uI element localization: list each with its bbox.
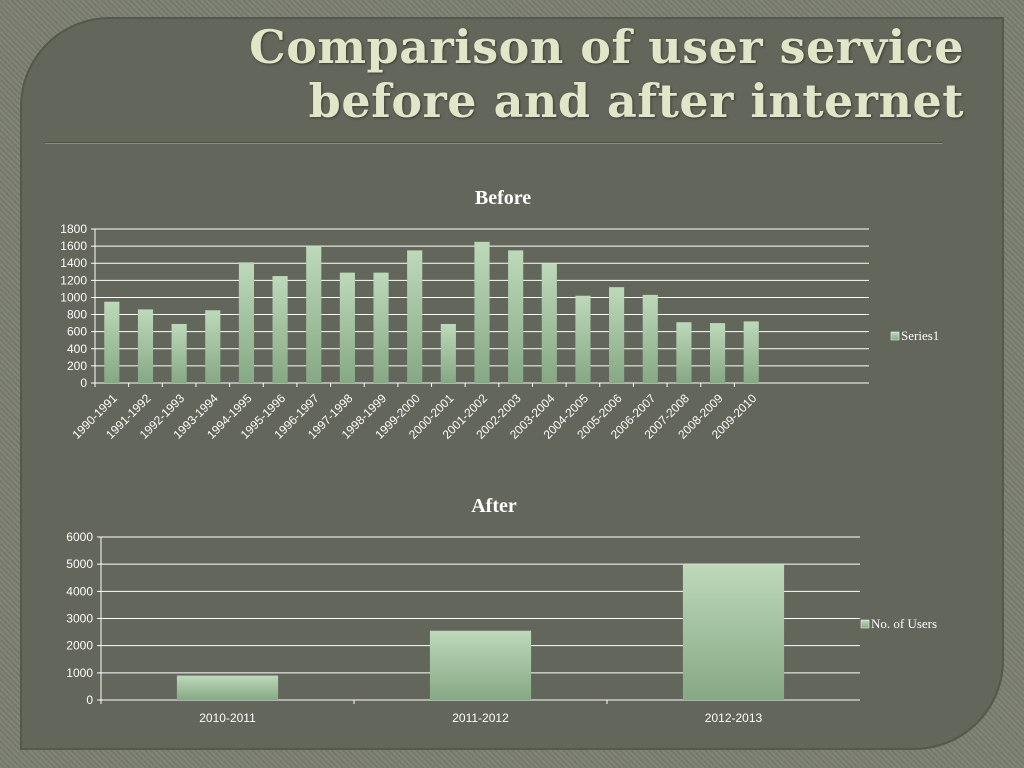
before-y-tick-label: 1800 — [60, 222, 87, 236]
before-bar — [238, 262, 255, 383]
after-legend: No. of Users — [860, 616, 937, 631]
before-x-axis: 1990-19911991-19921992-19931993-19941994… — [69, 391, 759, 442]
after-y-axis: 0 1000 2000 3000 4000 5000 6000 — [66, 530, 93, 707]
after-bar — [429, 630, 532, 700]
before-y-axis: 0 200 400 600 800 1000 1200 1400 1600 1800 — [60, 222, 87, 390]
after-chart-title: After — [471, 495, 517, 517]
before-bar — [575, 295, 591, 383]
before-bar — [373, 272, 389, 383]
before-y-tick-label: 1200 — [60, 273, 87, 287]
after-x-axis: 2010-2011 2011-2012 2012-2013 — [199, 711, 762, 725]
after-y-tick-label: 2000 — [66, 639, 93, 653]
before-bar — [137, 309, 154, 383]
before-bar — [339, 272, 355, 383]
before-y-tick-label: 800 — [67, 308, 87, 322]
before-bar — [609, 287, 625, 383]
before-y-tick-label: 1600 — [60, 239, 87, 253]
before-bar — [709, 323, 726, 383]
after-y-tick-label: 1000 — [66, 666, 93, 680]
after-y-tick-label: 3000 — [66, 612, 93, 626]
before-bar — [205, 310, 221, 383]
after-bars — [176, 564, 785, 700]
before-bar — [407, 250, 423, 383]
before-bar — [474, 241, 490, 383]
before-legend-label: Series1 — [901, 328, 939, 343]
before-bar — [440, 323, 456, 383]
before-bar — [306, 246, 322, 383]
after-x-tick-label: 2010-2011 — [199, 711, 256, 725]
before-bar — [743, 321, 759, 383]
slide-title-line-2: before and after internet — [308, 74, 964, 128]
before-y-tick-label: 1400 — [60, 256, 87, 270]
after-x-tick-label: 2011-2012 — [452, 711, 509, 725]
before-bar — [171, 323, 187, 383]
after-y-tick-label: 4000 — [66, 584, 93, 598]
before-y-tick-label: 200 — [67, 359, 87, 373]
after-chart: After 0 1000 2000 3000 4000 5000 6000 2010-201… — [66, 495, 937, 725]
after-y-tick-label: 6000 — [66, 530, 93, 544]
before-bar — [508, 250, 524, 383]
before-y-tick-label: 0 — [80, 376, 87, 390]
after-legend-label: No. of Users — [871, 616, 937, 631]
before-bar — [642, 294, 658, 383]
slide-title-line-1: Comparison of user service — [249, 20, 964, 74]
before-y-tick-label: 1000 — [60, 290, 87, 304]
before-y-tick-label: 400 — [67, 342, 87, 356]
before-bars — [104, 241, 759, 383]
before-bar — [272, 276, 288, 383]
before-bar — [541, 263, 557, 383]
before-y-tick-label: 600 — [67, 325, 87, 339]
before-bar — [676, 322, 692, 383]
before-legend: Series1 — [890, 328, 939, 343]
after-bar — [682, 564, 785, 700]
before-chart-title: Before — [475, 187, 531, 209]
after-y-tick-label: 5000 — [66, 557, 93, 571]
after-x-tick-label: 2012-2013 — [705, 711, 763, 725]
slide-title: Comparison of user service before and af… — [204, 20, 964, 128]
before-chart: Before 0 200 400 600 800 1000 1200 1400 1600 1800… — [60, 187, 939, 442]
before-bar — [104, 301, 120, 383]
after-bar — [176, 675, 279, 700]
after-y-tick-label: 0 — [86, 693, 93, 707]
title-divider — [45, 142, 943, 144]
after-legend-swatch — [860, 619, 870, 629]
before-legend-swatch — [890, 331, 900, 341]
